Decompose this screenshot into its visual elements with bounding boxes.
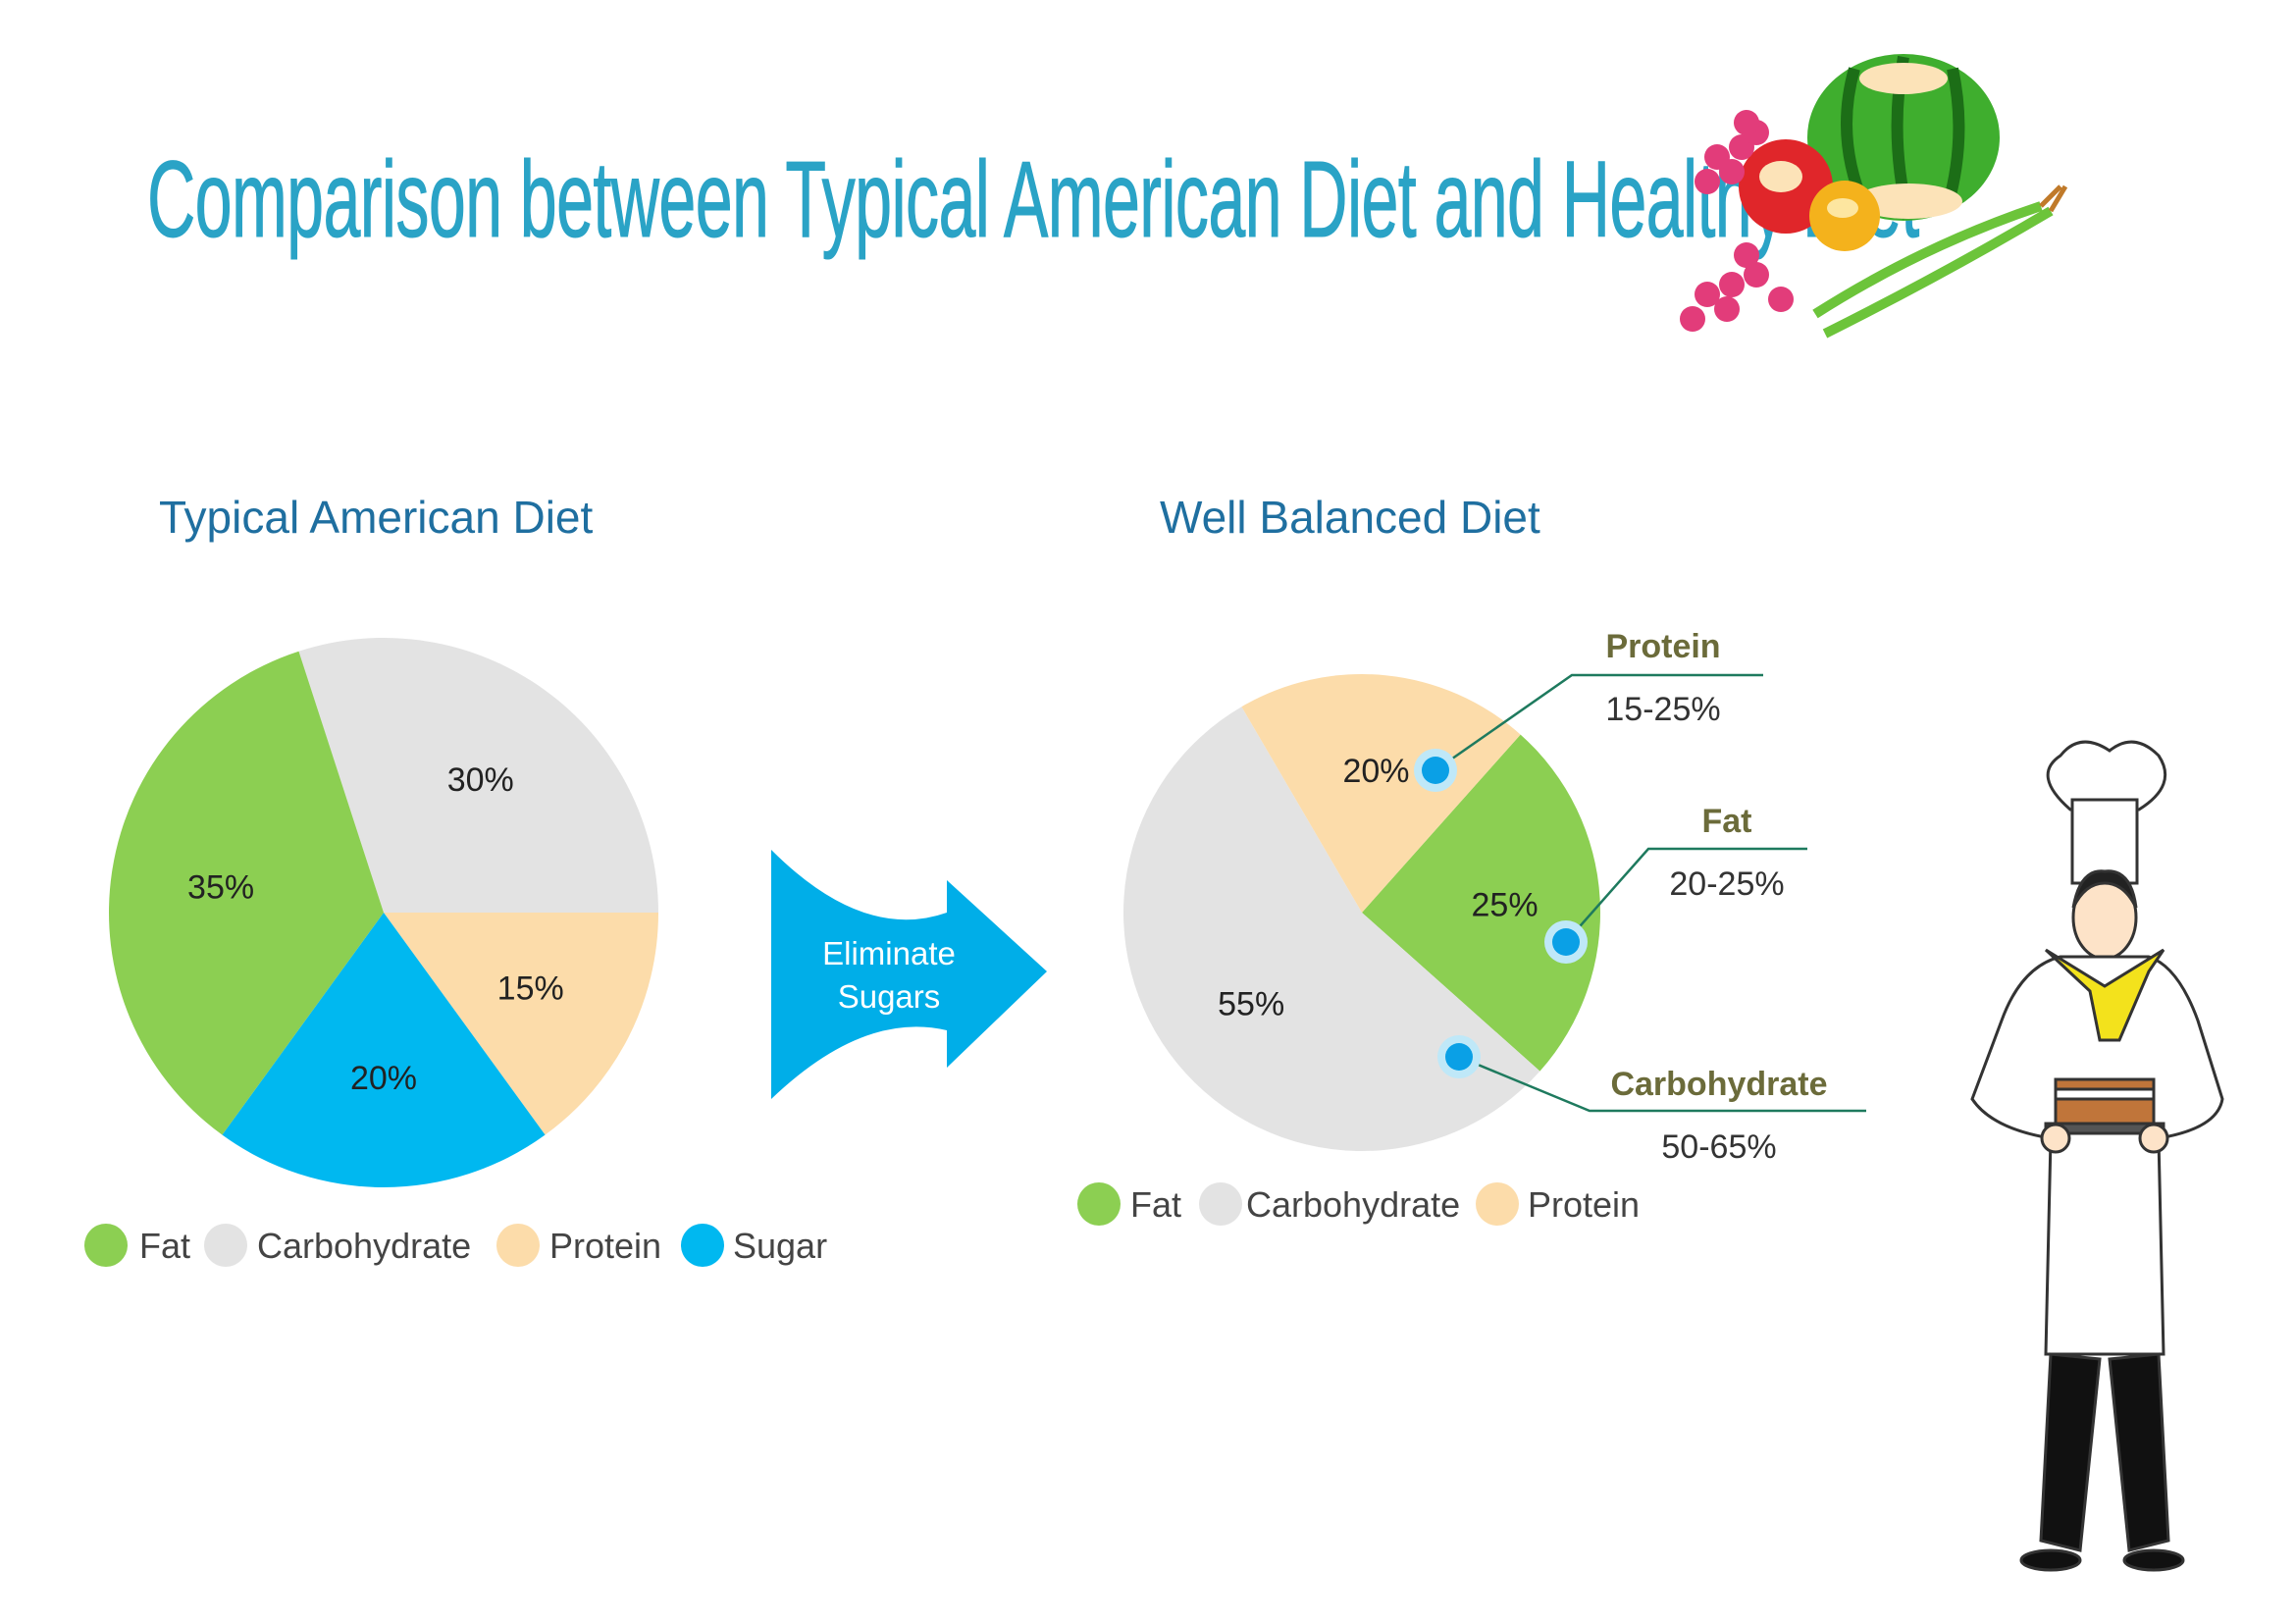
left-chart-title: Typical American Diet [159,492,594,543]
chef-illustration [1970,740,2224,1572]
right-chart-title: Well Balanced Diet [1160,492,1540,543]
legend-swatch-carbohydrate [1199,1182,1242,1226]
pie-slice-protein [384,913,658,1135]
legend-swatch-protein [1476,1182,1519,1226]
fruit-vegetable-illustration [1680,54,2068,339]
pie-slice-fat [109,651,384,1135]
slice-label-protein: 15% [497,969,564,1007]
legend-label-fat: Fat [139,1226,190,1266]
legend-label-fat: Fat [1130,1184,1181,1225]
legend-label-sugar: Sugar [733,1226,827,1266]
legend-swatch-sugar [681,1224,724,1267]
legend-swatch-protein [496,1224,540,1267]
slice-label-fat: 35% [187,869,254,907]
callout-line-carbohydrate [1458,1055,1866,1113]
callout-dot-carbohydrate [1445,1043,1473,1071]
callout-label-fat: Fat [1702,803,1752,840]
slice-label-carbohydrate: 55% [1218,985,1284,1022]
legend-label-carbohydrate: Carbohydrate [257,1226,471,1266]
legend-label-protein: Protein [1528,1184,1640,1225]
arrow-shape [771,850,1047,1099]
slice-label-fat: 25% [1472,887,1539,924]
legend-swatch-fat [1077,1182,1121,1226]
eliminate-sugars-arrow: Eliminate Sugars [771,850,1047,1099]
slice-label-protein: 20% [1342,753,1409,790]
callout-label-protein: Protein [1605,628,1720,665]
legend-right: Fat Carbohydrate Protein [1077,1182,1640,1226]
arrow-label-line1: Eliminate [822,935,956,971]
legend-label-carbohydrate: Carbohydrate [1246,1184,1460,1225]
callout-dot-fat [1552,928,1580,956]
main-title: Comparison between Typical American Diet… [147,139,1920,261]
legend-label-protein: Protein [549,1226,661,1266]
callout-label-carbohydrate: Carbohydrate [1610,1066,1827,1103]
callout-line-protein [1434,673,1763,772]
callout-range-carbohydrate: 50-65% [1661,1128,1776,1166]
legend-swatch-carbohydrate [204,1224,247,1267]
pie-typical-american-diet: 30% 15% 20% 35% [109,638,658,1188]
legend-left: Fat Carbohydrate Protein Sugar [84,1224,827,1267]
pie-slice-carbohydrate [298,638,658,913]
slice-label-carbohydrate: 30% [447,761,514,799]
callout-range-fat: 20-25% [1669,865,1784,903]
pie-well-balanced-diet: 25% 55% 20% [1123,674,1600,1152]
pie-slice-sugar [222,913,546,1188]
slice-label-sugar: 20% [350,1060,417,1097]
callouts: Protein 15-25% Fat 20-25% Carbohydrate 50-65% [1414,628,1866,1166]
callout-line-fat [1565,847,1807,943]
pie-slice-protein [1241,674,1521,913]
pie-slice-carbohydrate [1123,707,1540,1152]
callout-range-protein: 15-25% [1605,691,1720,728]
pie-slice-fat [1362,734,1600,1072]
callout-dot-protein [1422,757,1449,784]
legend-swatch-fat [84,1224,128,1267]
arrow-label-line2: Sugars [838,978,941,1015]
